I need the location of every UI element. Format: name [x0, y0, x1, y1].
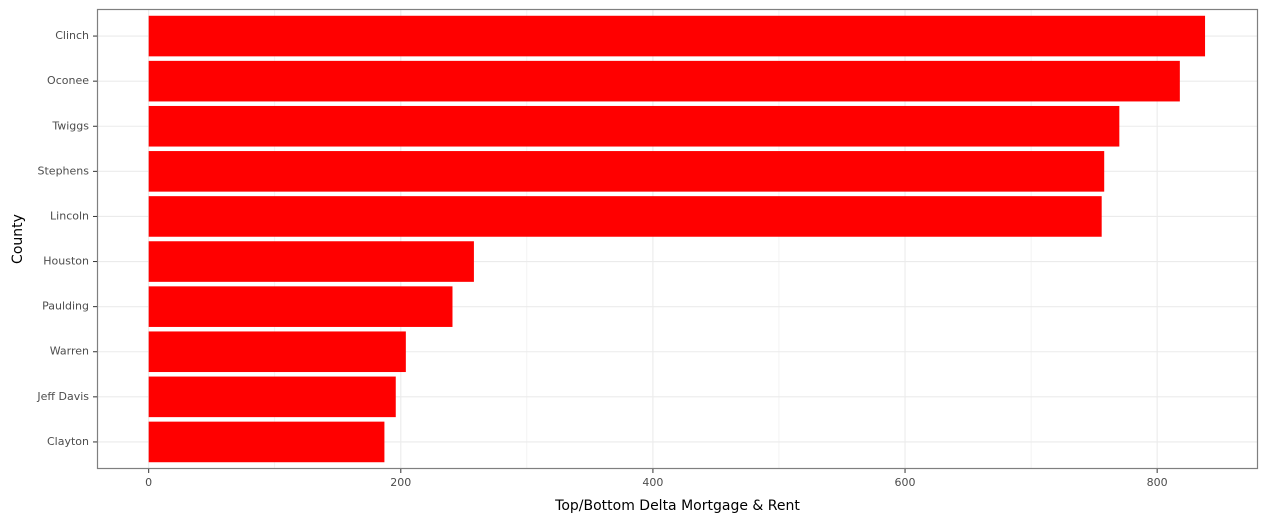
x-axis-title: Top/Bottom Delta Mortgage & Rent: [554, 498, 800, 514]
bar: [148, 421, 385, 463]
bar: [148, 196, 1102, 237]
y-axis-title: County: [10, 214, 26, 264]
y-tick-label: Warren: [50, 345, 89, 358]
bar: [148, 151, 1105, 192]
y-tick-label: Oconee: [47, 74, 89, 87]
bar: [148, 15, 1206, 57]
x-tick-label: 600: [895, 476, 916, 489]
x-tick-label: 200: [390, 476, 411, 489]
y-tick-label: Jeff Davis: [36, 390, 89, 403]
x-tick-label: 400: [642, 476, 663, 489]
bar: [148, 286, 453, 327]
x-tick-label: 800: [1147, 476, 1168, 489]
bar: [148, 241, 474, 282]
y-tick-label: Twiggs: [51, 119, 89, 132]
panel-border: [96, 8, 1259, 470]
bar: [148, 331, 406, 373]
y-axis-ticks: Clinch Oconee Twiggs Stephens Lincoln Houston…: [36, 29, 97, 448]
x-tick-label: 0: [145, 476, 152, 489]
y-tick-label: Lincoln: [50, 209, 89, 222]
y-tick-label: Clinch: [55, 29, 89, 42]
bar: [148, 60, 1180, 102]
bar: [148, 105, 1120, 147]
y-tick-label: Paulding: [42, 300, 89, 313]
y-tick-label: Clayton: [47, 435, 89, 448]
y-tick-label: Stephens: [38, 164, 90, 177]
y-tick-label: Houston: [43, 255, 89, 268]
bar: [148, 376, 396, 418]
bars: [148, 15, 1206, 463]
x-axis-ticks: 0 200 400 600 800: [145, 469, 1168, 489]
